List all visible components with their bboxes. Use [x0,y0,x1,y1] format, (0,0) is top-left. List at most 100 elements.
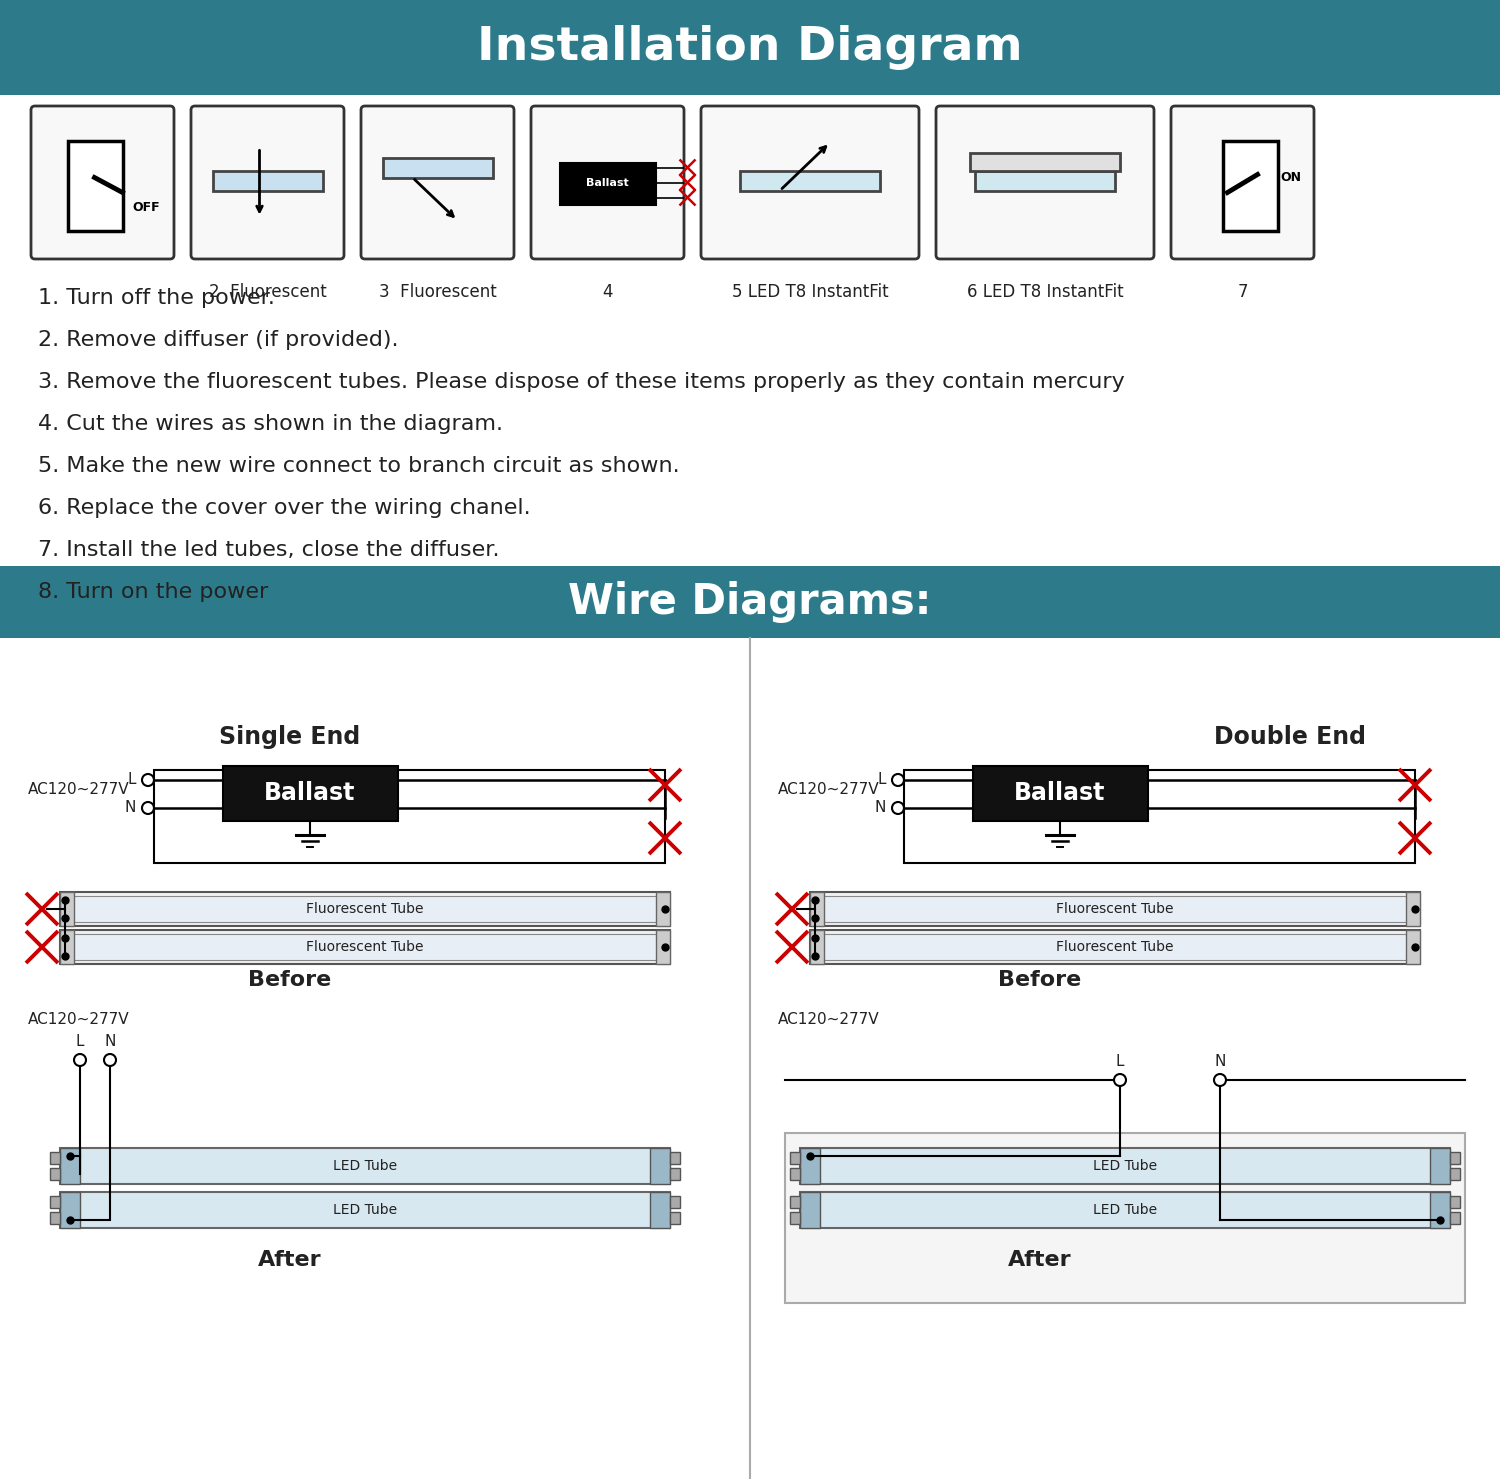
Bar [68,141,123,231]
Bar [382,157,492,177]
Bar [975,170,1114,191]
Bar [60,892,670,926]
Bar [1450,1211,1460,1225]
Bar [213,170,322,191]
Bar [670,1168,680,1180]
Bar [656,930,670,964]
Text: L: L [128,772,136,787]
Bar [670,1195,680,1208]
Text: Fluorescent Tube: Fluorescent Tube [1056,902,1173,916]
Text: LED Tube: LED Tube [333,1202,398,1217]
Text: Fluorescent Tube: Fluorescent Tube [306,902,423,916]
Bar [62,935,668,960]
Text: 5. Make the new wire connect to branch circuit as shown.: 5. Make the new wire connect to branch c… [38,456,680,476]
Bar [790,1211,800,1225]
Bar [60,1148,670,1185]
Text: 3  Fluorescent: 3 Fluorescent [378,282,496,302]
Bar [222,766,398,821]
Text: 3. Remove the fluorescent tubes. Please dispose of these items properly as they : 3. Remove the fluorescent tubes. Please … [38,373,1125,392]
Bar [790,1152,800,1164]
Bar [50,1168,60,1180]
Text: After: After [1008,1250,1072,1270]
Text: Fluorescent Tube: Fluorescent Tube [306,941,423,954]
Bar [60,930,74,964]
Text: 5 LED T8 InstantFit: 5 LED T8 InstantFit [732,282,888,302]
Text: AC120~277V: AC120~277V [778,782,879,797]
Text: Double End: Double End [1214,725,1366,748]
Bar [810,892,1420,926]
Text: L: L [878,772,886,787]
Text: 4: 4 [602,282,612,302]
Bar [154,771,664,864]
FancyBboxPatch shape [362,106,514,259]
FancyBboxPatch shape [32,106,174,259]
Text: LED Tube: LED Tube [1094,1160,1156,1173]
Bar [1450,1168,1460,1180]
Text: Fluorescent Tube: Fluorescent Tube [1056,941,1173,954]
Text: N: N [105,1034,116,1050]
Bar [1430,1148,1450,1185]
Bar [800,1192,820,1228]
Text: 4. Cut the wires as shown in the diagram.: 4. Cut the wires as shown in the diagram… [38,414,502,433]
Bar [60,892,74,926]
Text: Single End: Single End [219,725,360,748]
Text: AC120~277V: AC120~277V [778,1013,879,1028]
Text: 1. Turn off the power.: 1. Turn off the power. [38,288,274,308]
Text: 6. Replace the cover over the wiring chanel.: 6. Replace the cover over the wiring cha… [38,498,531,518]
Text: Ballast: Ballast [264,781,356,805]
Text: 2. Remove diffuser (if provided).: 2. Remove diffuser (if provided). [38,330,399,351]
Bar [0,566,1500,637]
Text: Before: Before [249,970,332,989]
FancyBboxPatch shape [700,106,920,259]
Text: 7: 7 [1238,282,1248,302]
Bar [812,896,1418,921]
FancyBboxPatch shape [531,106,684,259]
Bar [810,892,824,926]
Bar [970,152,1120,170]
Bar [650,1148,670,1185]
Bar [1406,930,1420,964]
Text: N: N [1215,1055,1225,1069]
Bar [0,0,1500,95]
Text: LED Tube: LED Tube [333,1160,398,1173]
Text: N: N [874,800,886,815]
Bar [60,1148,80,1185]
Bar [904,771,1414,864]
Bar [670,1211,680,1225]
Bar [740,170,880,191]
Bar [1430,1192,1450,1228]
Bar [62,896,668,921]
FancyBboxPatch shape [190,106,344,259]
Text: L: L [1116,1055,1125,1069]
Bar [650,1192,670,1228]
Bar [1450,1195,1460,1208]
Bar [560,163,656,204]
Text: Ballast: Ballast [1014,781,1106,805]
Bar [50,1195,60,1208]
Text: AC120~277V: AC120~277V [28,1013,129,1028]
Bar [60,930,670,964]
Bar [972,766,1148,821]
Text: 7. Install the led tubes, close the diffuser.: 7. Install the led tubes, close the diff… [38,540,500,561]
Text: LED Tube: LED Tube [1094,1202,1156,1217]
Bar [790,1195,800,1208]
Text: OFF: OFF [132,201,160,214]
Bar [810,930,824,964]
Text: 2  Fluorescent: 2 Fluorescent [209,282,327,302]
Text: Wire Diagrams:: Wire Diagrams: [568,581,932,623]
Bar [800,1148,820,1185]
Bar [800,1192,1450,1228]
Bar [812,935,1418,960]
Text: Installation Diagram: Installation Diagram [477,25,1023,70]
Bar [1406,892,1420,926]
Text: Ballast: Ballast [586,177,628,188]
FancyBboxPatch shape [1172,106,1314,259]
Bar [50,1152,60,1164]
Bar [60,1192,670,1228]
Text: 6 LED T8 InstantFit: 6 LED T8 InstantFit [966,282,1124,302]
Bar [810,930,1420,964]
Bar [1450,1152,1460,1164]
Bar [790,1168,800,1180]
Text: After: After [258,1250,322,1270]
Bar [60,1192,80,1228]
